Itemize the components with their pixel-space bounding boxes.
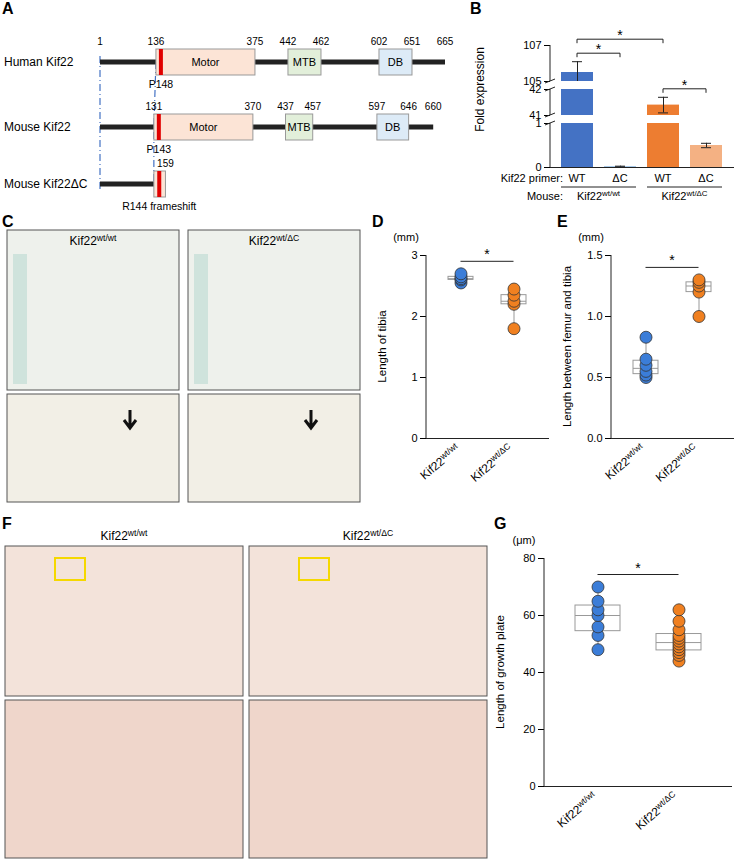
svg-text:60: 60	[523, 609, 535, 621]
svg-text:Kif22wt/ΔC: Kif22wt/ΔC	[632, 789, 680, 833]
svg-text:651: 651	[404, 36, 421, 47]
html-text:D: D	[372, 213, 384, 230]
svg-text:WT: WT	[568, 172, 585, 184]
svg-text:1: 1	[535, 117, 541, 129]
svg-text:DB: DB	[385, 121, 400, 133]
svg-text:ΔC: ΔC	[612, 172, 627, 184]
svg-text:597: 597	[369, 101, 386, 112]
svg-text:370: 370	[245, 101, 262, 112]
svg-text:*: *	[596, 41, 602, 57]
svg-text:Motor: Motor	[191, 56, 219, 68]
svg-text:462: 462	[313, 36, 330, 47]
svg-text:WT: WT	[654, 172, 671, 184]
svg-text:P143: P143	[147, 143, 172, 155]
svg-text:Kif22wt/ΔC: Kif22wt/ΔC	[652, 441, 700, 485]
svg-text:*: *	[635, 560, 641, 576]
svg-text:Kif22wt/wt: Kif22wt/wt	[554, 789, 600, 831]
svg-text:Kif22wt/wt: Kif22wt/wt	[602, 441, 648, 483]
svg-text:42: 42	[529, 83, 541, 95]
svg-text:Kif22wt/wt: Kif22wt/wt	[100, 528, 148, 543]
html-text:E: E	[557, 213, 568, 230]
svg-text:0: 0	[529, 780, 535, 792]
svg-text:Fold expression: Fold expression	[473, 47, 487, 132]
svg-text:Human Kif22: Human Kif22	[4, 55, 74, 69]
svg-text:(μm): (μm)	[513, 534, 536, 546]
svg-text:Kif22wt/wt: Kif22wt/wt	[577, 189, 621, 202]
svg-text:0: 0	[411, 432, 417, 444]
svg-text:80: 80	[523, 552, 535, 564]
svg-text:1.0: 1.0	[587, 310, 602, 322]
svg-text:MTB: MTB	[293, 56, 316, 68]
html-text:G: G	[494, 515, 507, 532]
html-text:A: A	[2, 0, 14, 17]
html-text:C: C	[2, 213, 14, 230]
svg-text:(mm): (mm)	[578, 231, 604, 243]
html-text:B: B	[470, 0, 482, 17]
svg-text:136: 136	[148, 36, 165, 47]
svg-text:105: 105	[523, 75, 542, 87]
svg-text:Motor: Motor	[189, 121, 217, 133]
svg-text:Length of growth plate: Length of growth plate	[494, 615, 506, 729]
svg-text:602: 602	[371, 36, 388, 47]
svg-text:Kif22 primer:: Kif22 primer:	[501, 172, 563, 184]
svg-text:0.0: 0.0	[587, 432, 602, 444]
svg-text:Kif22wt/ΔC: Kif22wt/ΔC	[467, 441, 515, 485]
svg-text:Kif22wt/wt: Kif22wt/wt	[417, 441, 463, 483]
svg-text:Length of tibia: Length of tibia	[376, 310, 388, 383]
svg-text:Mouse:: Mouse:	[527, 190, 563, 202]
svg-text:Kif22wt/wt: Kif22wt/wt	[69, 233, 117, 248]
svg-text:646: 646	[400, 101, 417, 112]
svg-text:Mouse Kif22: Mouse Kif22	[4, 120, 71, 134]
svg-text:437: 437	[277, 101, 294, 112]
svg-text:R144 frameshift: R144 frameshift	[122, 200, 196, 212]
svg-text:*: *	[484, 246, 490, 262]
svg-text:(mm): (mm)	[393, 231, 419, 243]
svg-text:DB: DB	[388, 56, 403, 68]
html-text:F: F	[2, 515, 12, 532]
svg-text:*: *	[669, 252, 675, 268]
svg-text:MTB: MTB	[287, 121, 310, 133]
svg-text:1.5: 1.5	[587, 249, 602, 261]
svg-text:40: 40	[523, 666, 535, 678]
svg-text:457: 457	[304, 101, 321, 112]
svg-text:1: 1	[411, 371, 417, 383]
svg-text:159: 159	[157, 158, 174, 169]
svg-text:1: 1	[97, 36, 103, 47]
svg-text:20: 20	[523, 723, 535, 735]
svg-text:ΔC: ΔC	[698, 172, 713, 184]
svg-text:Kif22wt/ΔC: Kif22wt/ΔC	[661, 189, 707, 202]
svg-text:Kif22wt/ΔC: Kif22wt/ΔC	[343, 528, 393, 543]
svg-text:665: 665	[437, 36, 454, 47]
svg-text:660: 660	[425, 101, 442, 112]
svg-text:P148: P148	[149, 78, 174, 90]
svg-text:Mouse Kif22ΔC: Mouse Kif22ΔC	[4, 177, 88, 191]
svg-text:Kif22wt/ΔC: Kif22wt/ΔC	[249, 233, 299, 248]
svg-text:*: *	[617, 27, 623, 43]
svg-text:375: 375	[247, 36, 264, 47]
svg-text:3: 3	[411, 249, 417, 261]
svg-text:442: 442	[280, 36, 297, 47]
svg-text:*: *	[682, 77, 688, 93]
svg-text:107: 107	[523, 39, 541, 51]
svg-text:131: 131	[146, 101, 163, 112]
svg-text:2: 2	[411, 310, 417, 322]
svg-text:0: 0	[535, 161, 542, 173]
svg-text:41: 41	[529, 109, 542, 121]
svg-text:Length between femur and tibia: Length between femur and tibia	[561, 265, 573, 427]
svg-text:0.5: 0.5	[587, 371, 602, 383]
